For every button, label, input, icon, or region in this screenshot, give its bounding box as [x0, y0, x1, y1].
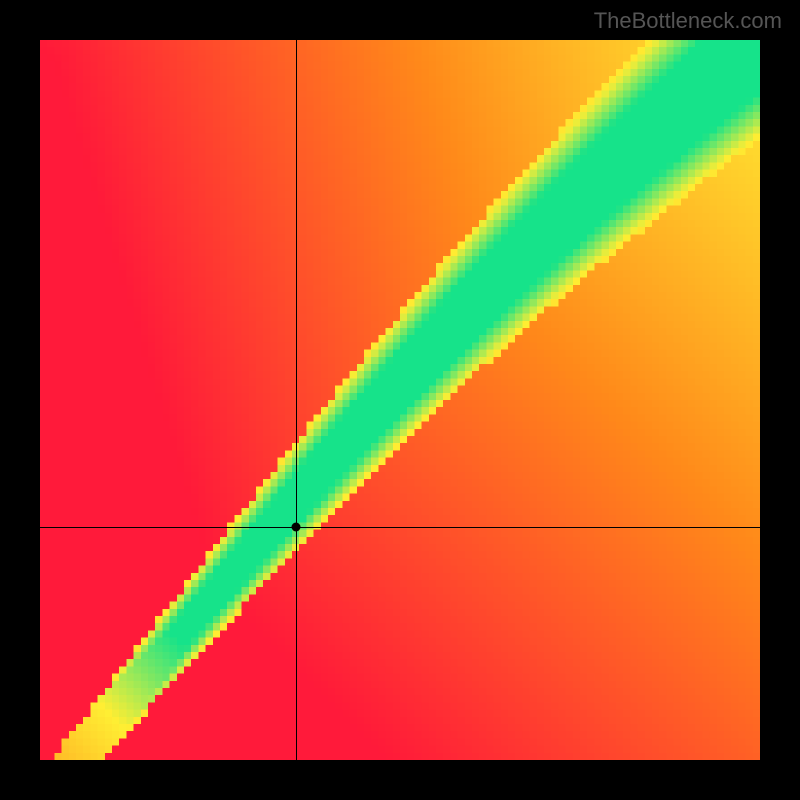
crosshair-marker [291, 522, 300, 531]
watermark-text: TheBottleneck.com [594, 8, 782, 34]
heatmap-plot [40, 40, 760, 760]
crosshair-horizontal [40, 527, 760, 528]
heatmap-canvas [40, 40, 760, 760]
crosshair-vertical [296, 40, 297, 760]
